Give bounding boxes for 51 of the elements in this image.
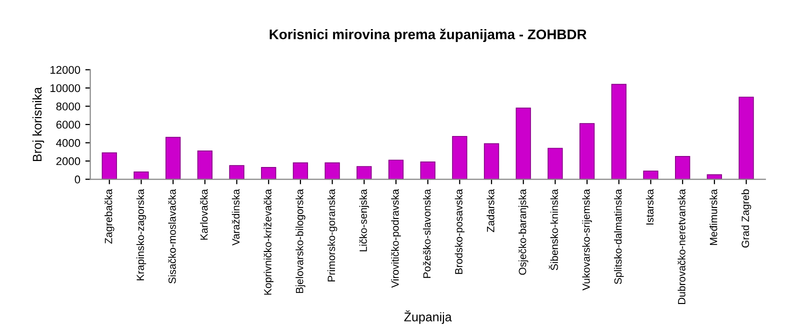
x-tick-label: Splitsko-dalmatinska	[614, 189, 624, 284]
x-tick-label: Istarska	[646, 189, 654, 225]
y-tick-label: 0	[74, 176, 80, 184]
y-tick-label: 8000	[56, 102, 80, 110]
chart-title: Korisnici mirovina prema županijama - ZOHBDR	[270, 28, 587, 42]
x-tick-label: Krapinsko-zagorska	[136, 188, 146, 280]
bar	[611, 84, 626, 180]
x-tick-label: Koprivničko-križevačka	[264, 189, 274, 295]
x-tick-label: Grad Zagreb	[741, 189, 752, 248]
x-tick-label: Osječko-baranjska	[518, 189, 528, 275]
x-tick-label: Požeško-slavonska	[422, 189, 431, 278]
bar	[197, 150, 212, 180]
bar	[674, 156, 690, 180]
x-tick-label: Varaždinska	[232, 189, 240, 246]
x-tick-label: Međimurska	[710, 189, 718, 245]
x-axis-title: Županija	[404, 310, 452, 324]
bar	[229, 165, 244, 180]
x-tick-label: Brodsko-posavska	[454, 189, 465, 274]
x-tick-label: Zadarska	[486, 189, 494, 232]
bar	[643, 170, 658, 180]
y-tick-label: 2000	[56, 157, 80, 166]
bar	[738, 96, 754, 180]
bar	[292, 162, 308, 180]
bar	[102, 152, 117, 180]
x-tick-label: Sisačko-moslavačka	[168, 189, 176, 284]
y-tick-label: 10000	[50, 84, 80, 92]
y-axis-title: Broj korisnika	[32, 86, 44, 161]
x-tick-label: Karlovačka	[200, 189, 208, 240]
x-tick-label: Dubrovačko-neretvanska	[678, 188, 686, 304]
y-tick-label: 6000	[56, 120, 80, 129]
y-tick-label: 12000	[50, 66, 80, 74]
bar	[261, 166, 276, 180]
bar	[356, 166, 372, 180]
x-tick-label: Ličko-senjska	[359, 189, 370, 252]
bar	[420, 162, 436, 180]
bar	[548, 148, 563, 180]
bar	[165, 136, 181, 180]
bar	[388, 160, 404, 180]
bar	[484, 143, 500, 180]
y-tick-label: 4000	[56, 139, 80, 147]
x-tick-label: Vukovarsko-srijemska	[582, 189, 592, 290]
bar	[452, 136, 468, 180]
x-tick-label: Virovitičko-podravska	[391, 189, 401, 288]
bar	[324, 162, 340, 180]
bar	[134, 172, 149, 180]
x-tick-label: Bjelovarsko-bilogorska	[296, 188, 306, 293]
bar	[579, 123, 595, 180]
x-tick-label: Primorsko-goranska	[327, 188, 338, 282]
bar	[516, 108, 531, 180]
x-tick-label: Zagrebačka	[104, 189, 114, 244]
x-tick-label: Šibensko-kninska	[548, 189, 558, 270]
